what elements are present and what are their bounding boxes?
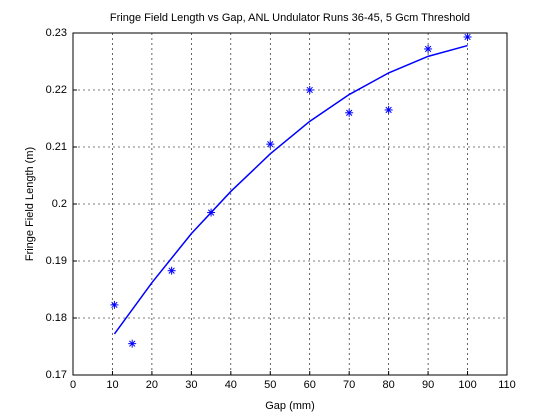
y-axis-label: Fringe Field Length (m) [24,147,36,261]
x-tick-label: 110 [498,379,516,391]
x-tick-label: 50 [264,379,276,391]
chart-title: Fringe Field Length vs Gap, ANL Undulato… [110,12,470,24]
x-tick-label: 10 [106,379,118,391]
x-tick-label: 90 [422,379,434,391]
marker [384,105,393,114]
y-tick-label: 0.2 [52,198,67,210]
marker [463,32,472,41]
marker [266,140,275,149]
marker [424,44,433,53]
marker-stroke [346,109,353,116]
marker-stroke [464,33,471,41]
x-tick-label: 80 [383,379,395,391]
marker [167,266,176,275]
y-tick-label: 0.22 [46,84,67,96]
y-tick-label: 0.18 [46,312,67,324]
marker [305,86,314,94]
marker-stroke [385,106,392,114]
y-tick-label: 0.17 [46,369,67,381]
fit-line [113,44,468,335]
marker [345,108,354,117]
marker [110,300,119,309]
x-tick-label: 40 [225,379,237,391]
x-tick-label: 70 [343,379,355,391]
y-tick-label: 0.19 [46,255,67,267]
x-axis-label: Gap (mm) [265,400,315,412]
x-tick-label: 20 [146,379,158,391]
marker-stroke [306,86,313,94]
marker-stroke [111,301,118,309]
marker-stroke [424,45,432,53]
marker-stroke [168,267,175,274]
marker [128,339,137,348]
x-tick-label: 100 [458,379,476,391]
marker-stroke [129,340,136,347]
x-tick-label: 30 [185,379,197,391]
x-tick-label: 60 [304,379,316,391]
y-tick-label: 0.23 [46,27,67,39]
marker-stroke [267,140,274,148]
y-tick-label: 0.21 [46,141,67,153]
plot-frame [72,32,508,376]
x-tick-label: 0 [70,379,76,391]
